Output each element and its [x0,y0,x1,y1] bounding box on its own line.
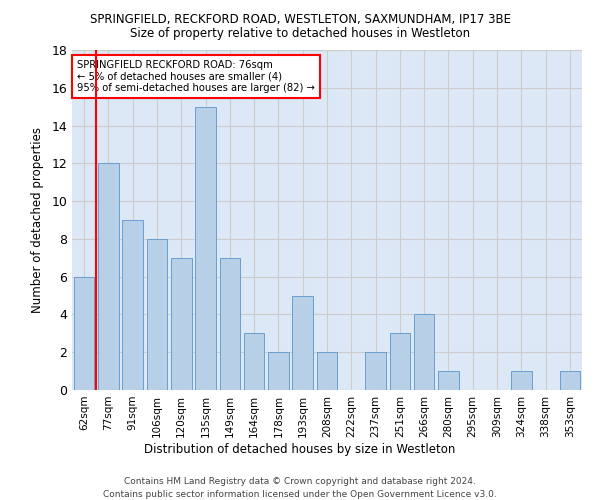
Bar [268,352,289,390]
Text: Distribution of detached houses by size in Westleton: Distribution of detached houses by size … [145,442,455,456]
Bar [220,258,240,390]
Bar [560,371,580,390]
Bar [365,352,386,390]
Text: SPRINGFIELD RECKFORD ROAD: 76sqm
← 5% of detached houses are smaller (4)
95% of : SPRINGFIELD RECKFORD ROAD: 76sqm ← 5% of… [77,60,315,94]
Bar [292,296,313,390]
Bar [171,258,191,390]
Bar [146,239,167,390]
Bar [438,371,459,390]
Text: Size of property relative to detached houses in Westleton: Size of property relative to detached ho… [130,28,470,40]
Bar [98,164,119,390]
Text: Contains public sector information licensed under the Open Government Licence v3: Contains public sector information licen… [103,490,497,499]
Y-axis label: Number of detached properties: Number of detached properties [31,127,44,313]
Bar [414,314,434,390]
Bar [195,106,216,390]
Bar [317,352,337,390]
Text: Contains HM Land Registry data © Crown copyright and database right 2024.: Contains HM Land Registry data © Crown c… [124,478,476,486]
Bar [74,276,94,390]
Text: SPRINGFIELD, RECKFORD ROAD, WESTLETON, SAXMUNDHAM, IP17 3BE: SPRINGFIELD, RECKFORD ROAD, WESTLETON, S… [89,12,511,26]
Bar [122,220,143,390]
Bar [511,371,532,390]
Bar [244,334,265,390]
Bar [389,334,410,390]
